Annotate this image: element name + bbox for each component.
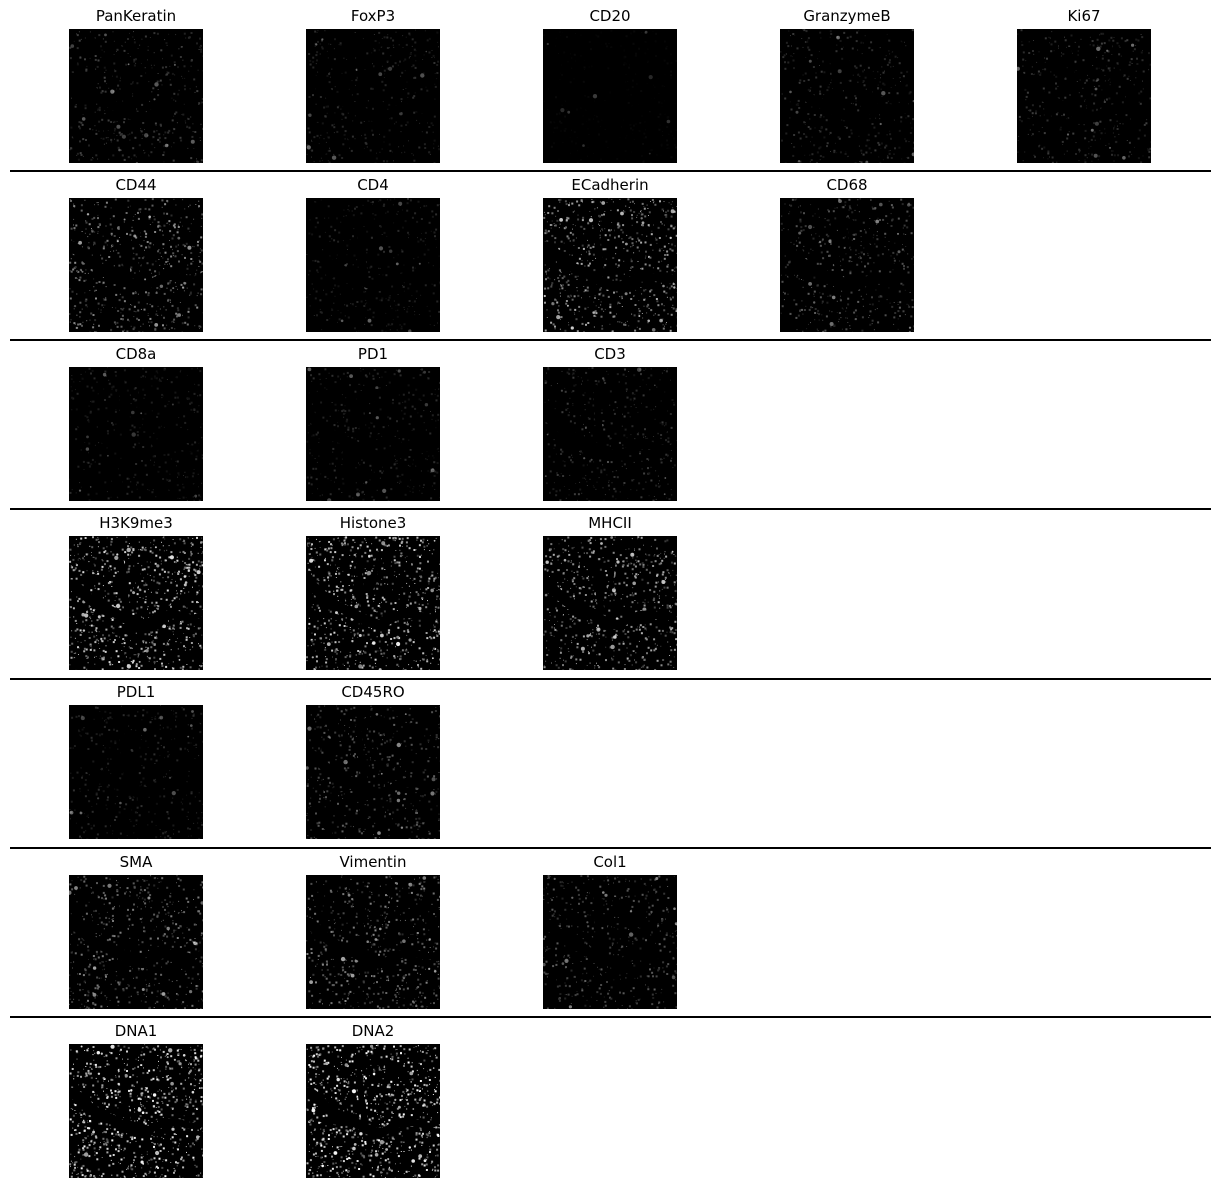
figure-row-3: CD8a PD1 CD3 xyxy=(0,338,1220,507)
marker-image xyxy=(69,29,203,163)
marker-image xyxy=(306,198,440,332)
marker-image xyxy=(1017,29,1151,163)
tissue-render xyxy=(306,536,440,670)
marker-image xyxy=(69,536,203,670)
tissue-render xyxy=(1017,29,1151,163)
panel-title: CD3 xyxy=(594,345,626,363)
marker-image xyxy=(543,536,677,670)
panel-title: FoxP3 xyxy=(350,7,396,25)
tissue-render xyxy=(543,875,677,1009)
marker-image xyxy=(543,367,677,501)
marker-image xyxy=(543,29,677,163)
tissue-render xyxy=(69,1044,203,1178)
marker-image xyxy=(306,367,440,501)
tissue-render xyxy=(543,29,677,163)
panel-title: CD4 xyxy=(357,176,389,194)
tissue-render xyxy=(69,367,203,501)
figure-row-7: DNA1 DNA2 xyxy=(0,1015,1220,1184)
row-divider xyxy=(10,339,1211,341)
marker-image xyxy=(306,536,440,670)
figure-row-1: PanKeratin FoxP3 CD20 GranzymeB Ki67 xyxy=(0,0,1220,169)
panel-title: GranzymeB xyxy=(803,7,891,25)
row-divider xyxy=(10,678,1211,680)
tissue-render xyxy=(306,29,440,163)
tissue-render xyxy=(306,705,440,839)
figure-row-2: CD44 CD4 ECadherin CD68 xyxy=(0,169,1220,338)
panel-title: PD1 xyxy=(357,345,389,363)
panel-title: CD68 xyxy=(826,176,868,194)
marker-image xyxy=(780,198,914,332)
tissue-render xyxy=(306,367,440,501)
marker-image xyxy=(306,1044,440,1178)
panel-title: CD20 xyxy=(589,7,631,25)
tissue-render xyxy=(543,536,677,670)
tissue-render xyxy=(306,198,440,332)
tissue-render xyxy=(543,198,677,332)
panel-title: SMA xyxy=(119,853,153,871)
panel-title: CD8a xyxy=(115,345,157,363)
marker-image xyxy=(69,198,203,332)
marker-image xyxy=(306,875,440,1009)
panel-title: Histone3 xyxy=(339,514,407,532)
tissue-render xyxy=(306,875,440,1009)
marker-image xyxy=(543,198,677,332)
panel-title: MHCII xyxy=(588,514,632,532)
panel-title: H3K9me3 xyxy=(99,514,173,532)
tissue-render xyxy=(69,536,203,670)
panel-title: Vimentin xyxy=(339,853,407,871)
marker-image xyxy=(780,29,914,163)
marker-image xyxy=(69,1044,203,1178)
marker-image xyxy=(69,875,203,1009)
figure-row-4: H3K9me3 Histone3 MHCII xyxy=(0,507,1220,676)
tissue-render xyxy=(543,367,677,501)
marker-image xyxy=(543,875,677,1009)
marker-image xyxy=(306,705,440,839)
panel-title: Ki67 xyxy=(1067,7,1101,25)
marker-image xyxy=(69,367,203,501)
tissue-render xyxy=(69,875,203,1009)
panel-title: ECadherin xyxy=(571,176,649,194)
panel-title: CD45RO xyxy=(341,683,405,701)
tissue-render xyxy=(306,1044,440,1178)
tissue-render xyxy=(69,705,203,839)
panel-title: CD44 xyxy=(115,176,157,194)
panel-title: Col1 xyxy=(593,853,627,871)
panel-title: DNA2 xyxy=(351,1022,395,1040)
panel-title: PDL1 xyxy=(116,683,156,701)
tissue-render xyxy=(69,29,203,163)
row-divider xyxy=(10,170,1211,172)
tissue-render xyxy=(69,198,203,332)
row-divider xyxy=(10,847,1211,849)
figure-row-5: PDL1 CD45RO xyxy=(0,676,1220,845)
panel-title: DNA1 xyxy=(114,1022,158,1040)
tissue-render xyxy=(780,198,914,332)
tissue-render xyxy=(780,29,914,163)
marker-image xyxy=(69,705,203,839)
row-divider xyxy=(10,508,1211,510)
figure-row-6: SMA Vimentin Col1 xyxy=(0,846,1220,1015)
row-divider xyxy=(10,1016,1211,1018)
panel-title: PanKeratin xyxy=(95,7,177,25)
marker-image xyxy=(306,29,440,163)
